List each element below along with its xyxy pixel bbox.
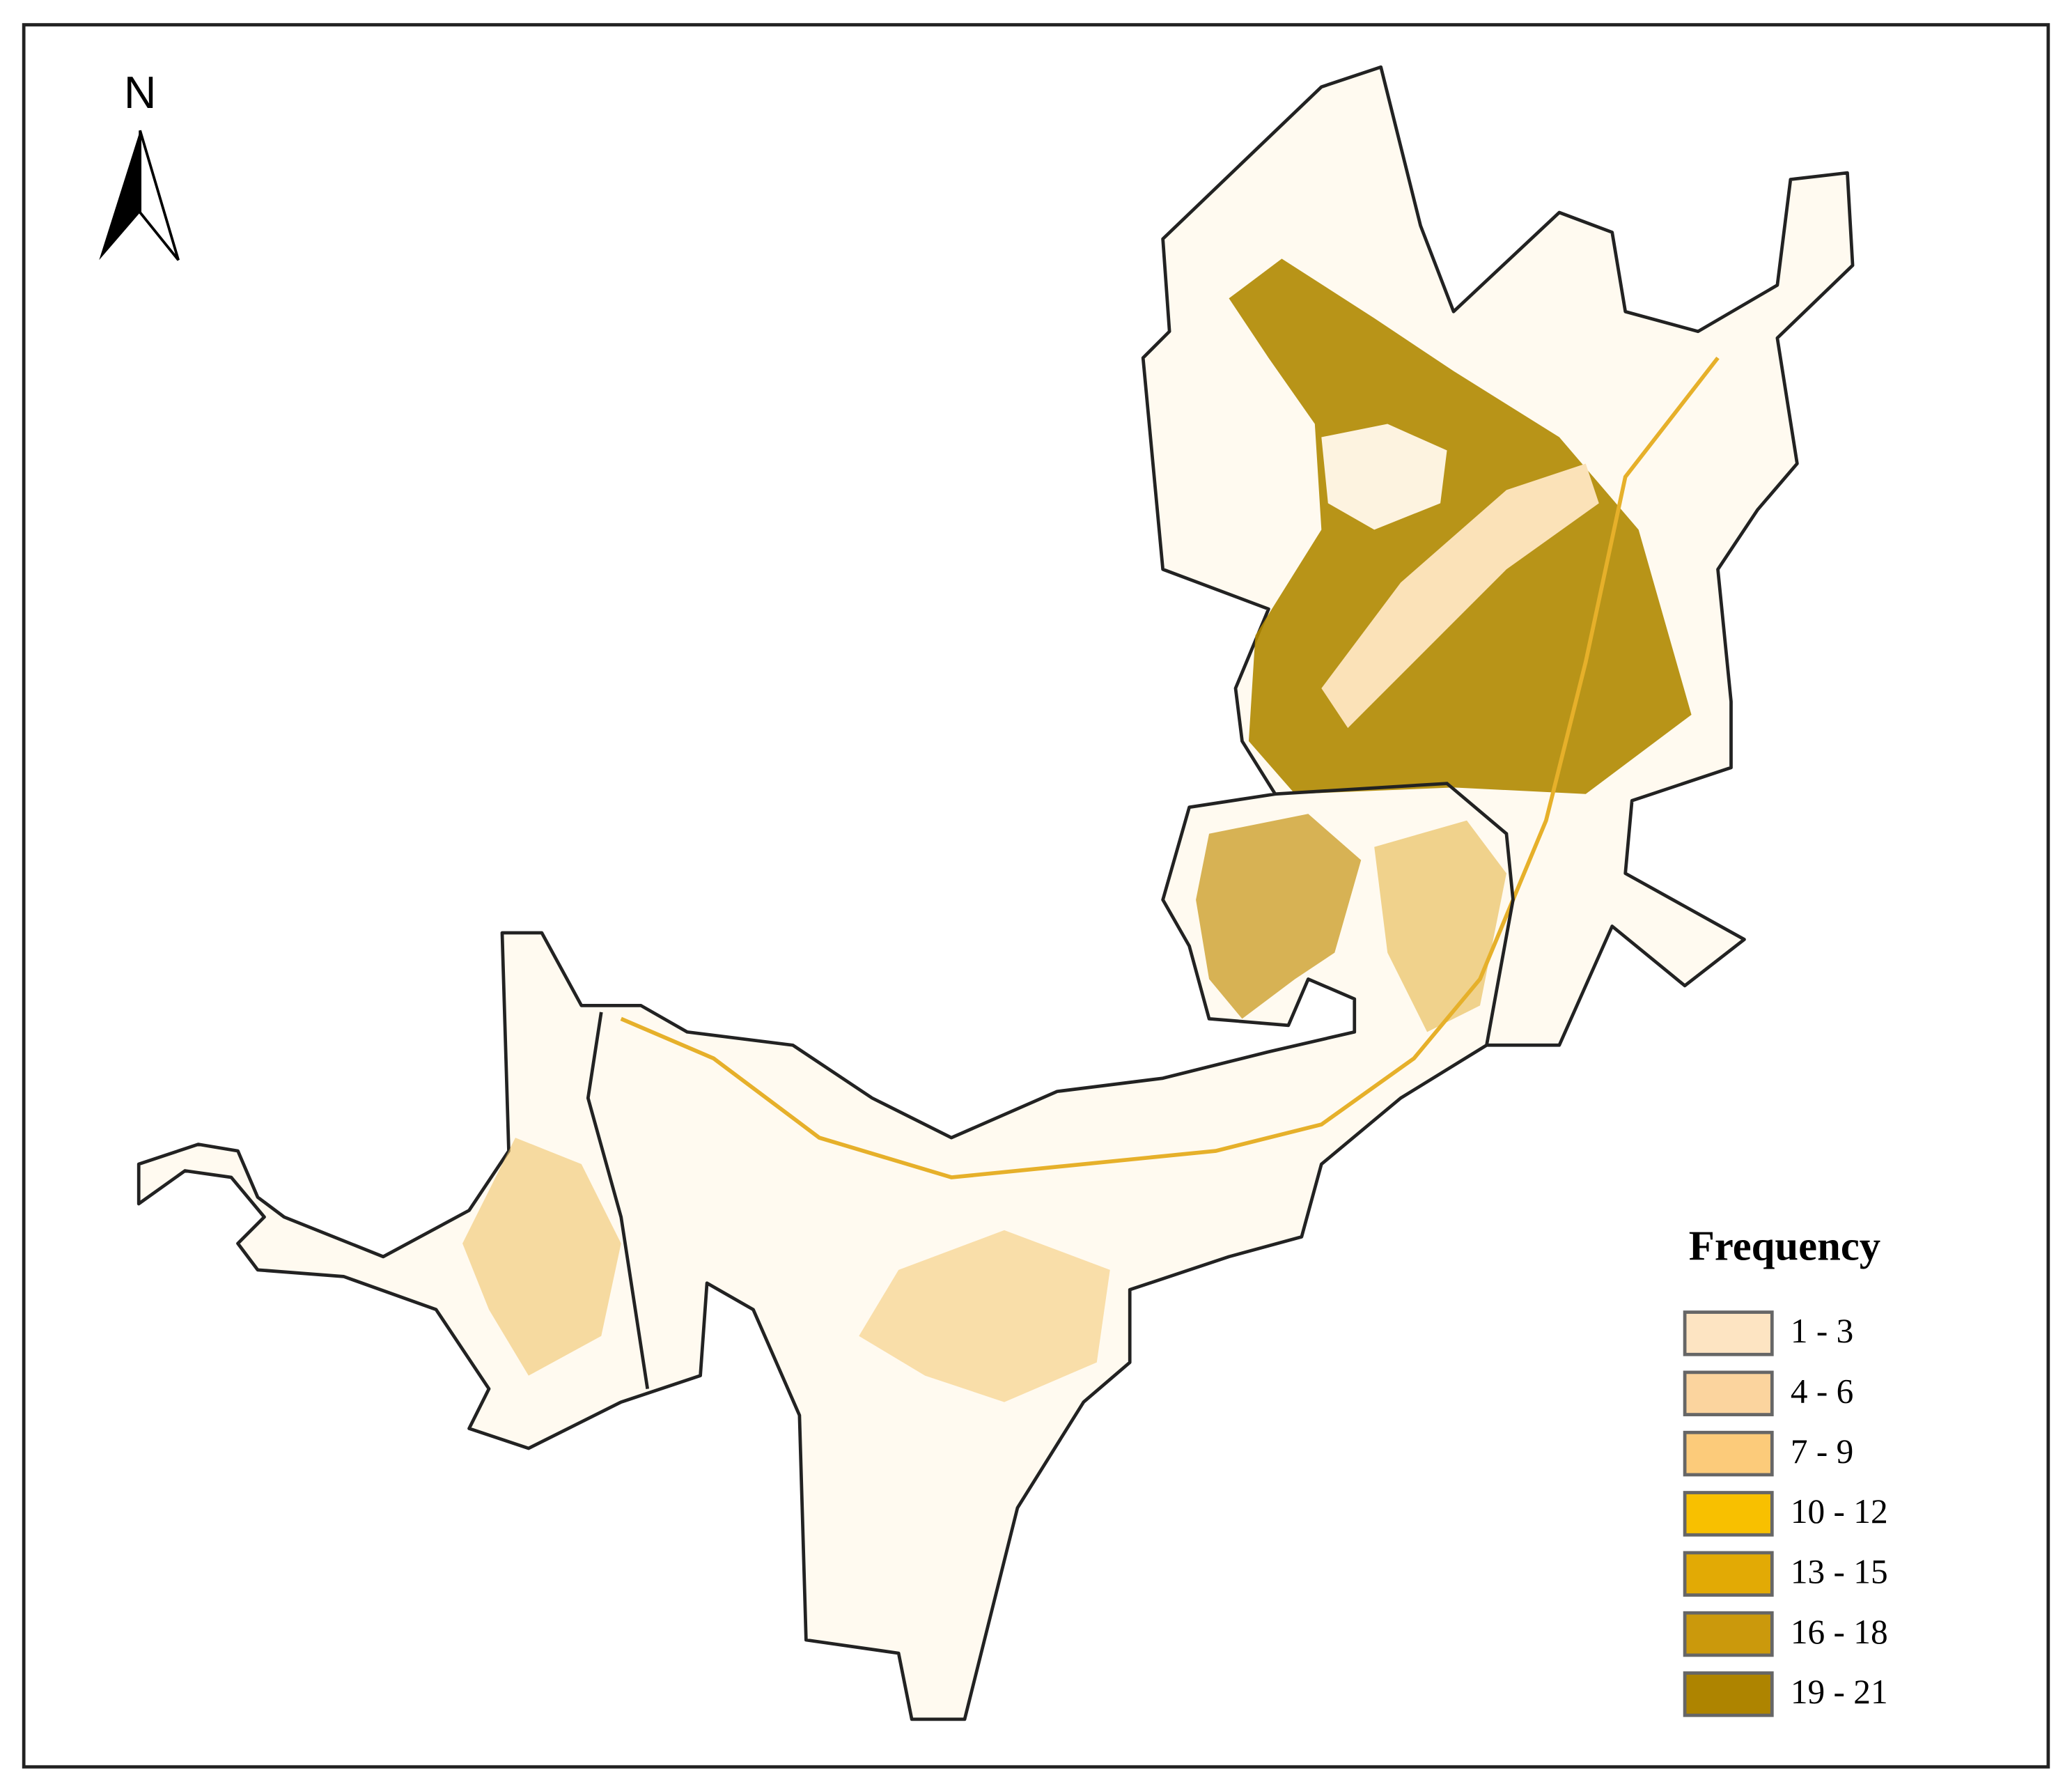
legend-label: 1 - 3 xyxy=(1791,1312,1853,1350)
legend: Frequency 1 - 3 4 - 6 7 - 9 10 - 12 13 - 15 1… xyxy=(1683,1223,1888,1717)
zone-medium-east xyxy=(1374,820,1506,1032)
legend-label: 16 - 18 xyxy=(1791,1613,1888,1651)
zone-light-core xyxy=(1321,424,1447,530)
north-label: N xyxy=(124,68,157,118)
zone-boundary xyxy=(586,1012,650,1389)
zone-medium xyxy=(1196,814,1362,1019)
legend-label: 4 - 6 xyxy=(1791,1372,1853,1410)
legend-label: 13 - 15 xyxy=(1791,1552,1888,1590)
zone-south xyxy=(859,1230,1110,1402)
zone-west xyxy=(462,1138,621,1376)
zone-boundary xyxy=(1275,782,1515,1046)
legend-swatch xyxy=(1683,1430,1774,1477)
legend-swatch xyxy=(1683,1310,1774,1356)
legend-swatch xyxy=(1683,1491,1774,1537)
arrow-right xyxy=(139,130,180,261)
study-area xyxy=(137,65,1855,1721)
north-arrow: N xyxy=(99,68,180,261)
legend-swatch xyxy=(1683,1611,1774,1657)
legend-swatch xyxy=(1683,1370,1774,1416)
river-channel xyxy=(620,356,1720,1179)
zone-light-band xyxy=(1321,463,1599,728)
legend-label: 7 - 9 xyxy=(1791,1432,1853,1471)
legend-label: 19 - 21 xyxy=(1791,1673,1888,1711)
legend-swatch xyxy=(1683,1671,1774,1717)
legend-swatch xyxy=(1683,1551,1774,1597)
legend-label: 10 - 12 xyxy=(1791,1492,1888,1531)
legend-title: Frequency xyxy=(1689,1223,1880,1269)
